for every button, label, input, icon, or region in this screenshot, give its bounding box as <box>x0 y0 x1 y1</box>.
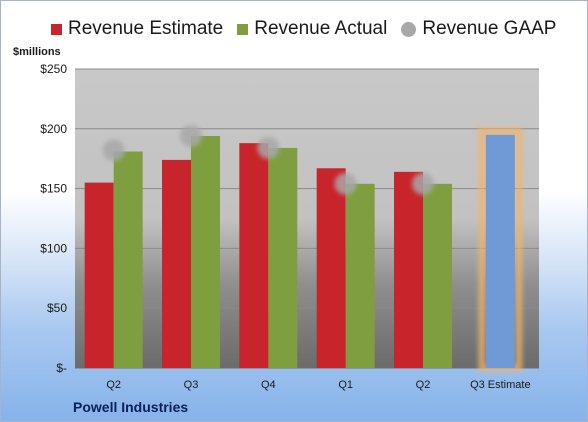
plot-area <box>75 69 539 368</box>
bar-estimate <box>394 171 423 368</box>
bar-estimate <box>84 182 114 368</box>
x-tick-label: Q3 Estimate <box>470 379 531 391</box>
bar-forecast <box>485 134 515 368</box>
bar-estimate <box>162 159 191 368</box>
x-tick-label: Q3 <box>184 379 199 391</box>
x-tick-label: Q2 <box>106 379 121 391</box>
bar-actual <box>268 147 298 368</box>
x-tick-label: Q4 <box>261 379 276 391</box>
y-tick-label: $100 <box>40 241 67 255</box>
legend-item-gaap: Revenue GAAP <box>401 18 556 40</box>
bar-actual <box>191 135 220 368</box>
bar-actual <box>113 151 143 368</box>
y-tick-label: $- <box>56 361 67 375</box>
bar-estimate <box>316 168 346 368</box>
gaap-marker <box>257 136 280 159</box>
grey-circle-icon <box>401 21 417 37</box>
y-tick-label: $250 <box>40 62 67 76</box>
bar-actual <box>345 183 375 368</box>
green-square-icon <box>237 23 249 35</box>
red-square-icon <box>51 23 62 35</box>
gaap-marker <box>334 172 357 195</box>
y-tick-label: $150 <box>40 182 67 196</box>
bar-estimate <box>239 143 269 368</box>
legend-item-actual: Revenue Actual <box>237 18 387 40</box>
y-tick-label: $50 <box>47 301 67 315</box>
bar-actual <box>423 183 452 368</box>
gaap-marker <box>180 124 202 147</box>
company-name: Powell Industries <box>73 399 189 415</box>
gaap-marker <box>412 172 434 195</box>
y-tick-label: $200 <box>40 122 67 136</box>
gaap-marker <box>102 139 125 162</box>
x-tick-label: Q1 <box>338 379 353 391</box>
legend-label-gaap: Revenue GAAP <box>422 18 557 39</box>
legend-item-estimate: Revenue Estimate <box>51 18 223 40</box>
unit-label: $millions <box>13 46 61 58</box>
x-tick-label: Q2 <box>416 379 431 391</box>
legend-label-actual: Revenue Actual <box>254 18 388 39</box>
legend: Revenue Estimate Revenue Actual Revenue … <box>51 15 570 43</box>
legend-label-estimate: Revenue Estimate <box>68 18 224 39</box>
